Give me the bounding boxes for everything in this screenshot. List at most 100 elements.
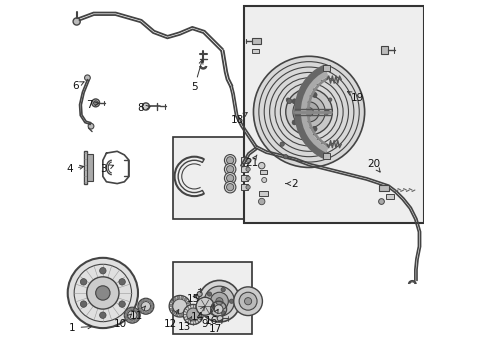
Circle shape: [285, 89, 332, 135]
Circle shape: [127, 319, 130, 322]
Circle shape: [187, 306, 190, 309]
Circle shape: [183, 312, 185, 315]
Circle shape: [280, 142, 284, 146]
Circle shape: [119, 279, 125, 285]
Circle shape: [144, 298, 147, 301]
Text: 15: 15: [186, 294, 200, 304]
Circle shape: [311, 92, 316, 97]
Circle shape: [229, 299, 233, 303]
Circle shape: [181, 296, 183, 299]
Circle shape: [147, 299, 150, 302]
Circle shape: [226, 166, 233, 173]
Bar: [258, 192, 267, 196]
Circle shape: [134, 308, 137, 311]
Circle shape: [298, 102, 319, 122]
Circle shape: [141, 299, 144, 302]
Circle shape: [324, 109, 329, 114]
Circle shape: [147, 310, 150, 313]
Circle shape: [187, 305, 190, 308]
Circle shape: [170, 300, 173, 303]
Circle shape: [197, 292, 202, 297]
Circle shape: [224, 163, 235, 175]
Bar: [380, 45, 387, 54]
Bar: [241, 184, 247, 190]
Circle shape: [136, 317, 139, 320]
Circle shape: [80, 301, 87, 307]
Text: 14: 14: [190, 306, 204, 322]
Text: 8: 8: [137, 103, 150, 113]
Circle shape: [100, 312, 106, 319]
Circle shape: [207, 292, 211, 296]
Circle shape: [125, 311, 128, 314]
Circle shape: [253, 56, 364, 167]
Circle shape: [306, 134, 310, 138]
Bar: [259, 170, 267, 174]
Circle shape: [172, 311, 175, 314]
Circle shape: [311, 126, 316, 131]
Circle shape: [186, 308, 199, 321]
Text: 19: 19: [347, 91, 364, 103]
Text: 21: 21: [244, 155, 258, 168]
Circle shape: [215, 298, 223, 305]
Circle shape: [67, 258, 138, 328]
Circle shape: [96, 286, 110, 300]
Circle shape: [183, 305, 203, 324]
Circle shape: [139, 308, 142, 311]
Circle shape: [131, 307, 133, 310]
Circle shape: [258, 198, 264, 205]
Circle shape: [144, 311, 147, 314]
Bar: [251, 39, 260, 44]
Text: 11: 11: [130, 306, 145, 321]
Text: 9: 9: [201, 305, 214, 329]
Circle shape: [224, 172, 235, 184]
Text: 3: 3: [101, 164, 113, 174]
Text: 16: 16: [204, 309, 218, 325]
Circle shape: [245, 185, 250, 189]
Circle shape: [137, 314, 140, 317]
Circle shape: [138, 305, 141, 308]
Text: 13: 13: [177, 317, 191, 332]
Circle shape: [196, 297, 214, 315]
Circle shape: [207, 306, 211, 311]
Bar: [323, 65, 329, 71]
Circle shape: [185, 310, 188, 313]
Bar: [386, 194, 393, 199]
Circle shape: [283, 154, 287, 159]
Bar: [83, 151, 87, 184]
Circle shape: [125, 317, 128, 320]
Circle shape: [210, 292, 228, 310]
Circle shape: [119, 301, 125, 307]
Bar: [87, 154, 93, 181]
Circle shape: [221, 288, 225, 292]
Text: 10: 10: [114, 314, 131, 329]
Circle shape: [233, 287, 262, 316]
Circle shape: [304, 108, 313, 116]
Text: 1: 1: [69, 323, 92, 333]
Circle shape: [214, 305, 223, 314]
Circle shape: [142, 103, 149, 110]
Text: 12: 12: [163, 310, 178, 329]
Bar: [241, 166, 247, 172]
Circle shape: [258, 162, 264, 169]
Circle shape: [73, 18, 80, 25]
Bar: [172, 262, 251, 334]
Circle shape: [134, 319, 137, 322]
Bar: [241, 175, 247, 181]
Text: 18: 18: [230, 112, 247, 125]
Circle shape: [186, 301, 189, 304]
Circle shape: [177, 296, 180, 299]
Bar: [323, 153, 329, 158]
Circle shape: [131, 320, 133, 323]
Circle shape: [245, 167, 250, 171]
Circle shape: [80, 279, 87, 285]
Circle shape: [286, 99, 291, 104]
Circle shape: [179, 314, 182, 316]
Bar: [251, 49, 258, 53]
Bar: [378, 185, 388, 191]
Bar: [172, 137, 294, 220]
Text: 7: 7: [86, 100, 99, 110]
Circle shape: [198, 280, 240, 322]
Circle shape: [261, 177, 266, 183]
Circle shape: [221, 311, 225, 315]
Circle shape: [292, 96, 325, 128]
